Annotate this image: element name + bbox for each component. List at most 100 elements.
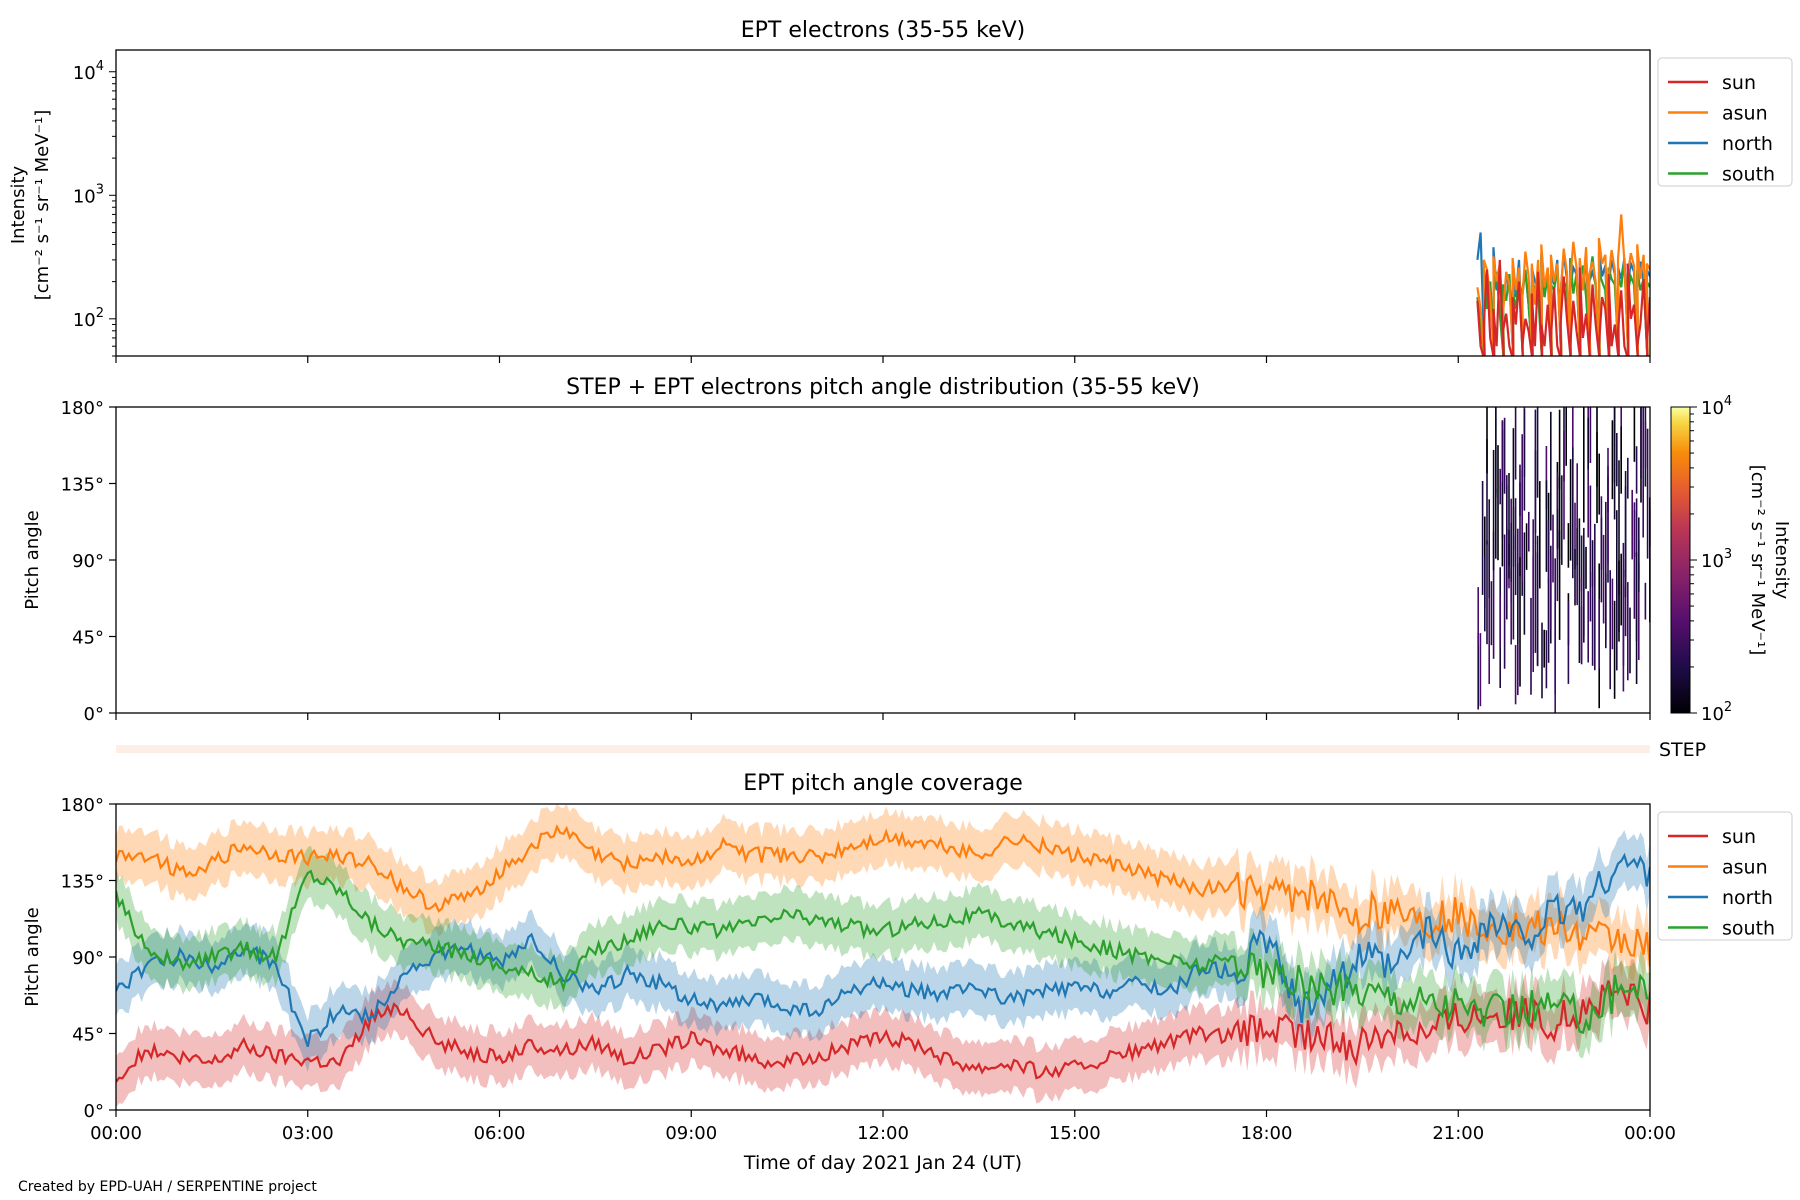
heatmap-cell: [1646, 428, 1649, 559]
heatmap-cell: [1521, 434, 1523, 486]
heatmap-cell: [1530, 597, 1532, 695]
colorbar-label-line1: Intensity: [1771, 521, 1792, 600]
heatmap-cell: [1598, 599, 1600, 669]
heatmap-cell: [1477, 587, 1479, 646]
heatmap-cell: [1598, 453, 1600, 515]
y-tick-label: 104: [73, 59, 104, 84]
heatmap-cell: [1587, 591, 1589, 663]
legend-label-north: north: [1722, 887, 1773, 909]
y-tick-label: 45°: [72, 1025, 104, 1046]
heatmap-cell: [1616, 433, 1618, 487]
heatmap-cell: [1563, 431, 1565, 540]
heatmap-cell: [1554, 558, 1556, 695]
x-tick-label: 00:00: [1624, 1123, 1676, 1144]
heatmap-cell: [1602, 534, 1605, 624]
heatmap-cell: [1510, 522, 1512, 582]
coverage-band-south: [116, 845, 1650, 1059]
heatmap-cell: [1580, 535, 1583, 592]
heatmap-cell: [1523, 409, 1526, 511]
coverage-line-south: [116, 869, 1650, 1035]
heatmap-cell: [1622, 569, 1625, 692]
heatmap-cell: [1558, 476, 1561, 560]
intensity-line-asun: [1476, 214, 1650, 356]
heatmap-cell: [1572, 407, 1574, 464]
intensity-line-sun: [1476, 259, 1650, 356]
heatmap-cell: [1587, 417, 1589, 470]
intensity-ylabel-line2: [cm⁻² s⁻¹ sr⁻¹ MeV⁻¹]: [32, 110, 53, 301]
pitch-coverage-ylabel: Pitch angle: [22, 907, 43, 1006]
y-tick-label: 90°: [72, 551, 104, 572]
heatmap-cell: [1532, 519, 1534, 672]
x-tick-label: 09:00: [665, 1123, 717, 1144]
heatmap-cell: [1521, 485, 1523, 582]
x-tick-label: 21:00: [1432, 1123, 1484, 1144]
heatmap-cell: [1574, 549, 1576, 606]
y-tick-label: 135°: [61, 872, 104, 893]
heatmap-cell: [1605, 501, 1607, 640]
heatmap-cell: [1552, 514, 1554, 583]
heatmap-cell: [1613, 600, 1616, 699]
heatmap-cell: [1631, 489, 1633, 560]
heatmap-cell: [1503, 534, 1506, 669]
heatmap-cell: [1561, 475, 1563, 565]
pitch-distribution-y-ticks: 0° 45° 90° 135° 180°: [61, 398, 116, 725]
colorbar-ticks: 102 103 104: [1690, 394, 1732, 725]
legend-label-south: south: [1722, 918, 1775, 940]
heatmap-cell: [1486, 540, 1488, 645]
coverage-line-sun: [116, 980, 1650, 1083]
heatmap-cell: [1547, 520, 1550, 584]
heatmap-cell: [1578, 518, 1581, 663]
pitch-coverage-legend: sun asun north south: [1657, 811, 1793, 941]
x-tick-label: 18:00: [1241, 1123, 1293, 1144]
heatmap-cell: [1514, 407, 1517, 480]
heatmap-cell: [1583, 407, 1585, 523]
colorbar-label-line2: [cm⁻² s⁻¹ sr⁻¹ MeV⁻¹]: [1747, 465, 1768, 656]
intensity-panel: EPT electrons (35-55 keV) 102 103 104 Inte…: [8, 18, 1793, 363]
heatmap-cell: [1574, 502, 1576, 570]
y-tick-label: 45°: [72, 628, 104, 649]
heatmap-cell: [1488, 499, 1490, 598]
coverage-line-north: [116, 852, 1650, 1048]
pitch-coverage-plot-frame: [115, 803, 1651, 1111]
pitch-distribution-x-ticks: [115, 713, 1651, 720]
heatmap-cell: [1512, 428, 1515, 550]
heatmap-cell: [1642, 407, 1644, 538]
heatmap-cell: [1589, 407, 1592, 463]
y-tick-label: 0°: [84, 704, 104, 725]
heatmap-cell: [1620, 553, 1622, 626]
heatmap-cell: [1512, 535, 1515, 640]
coverage-band-north: [116, 830, 1650, 1073]
intensity-x-ticks: [115, 356, 1651, 363]
pitch-coverage-series: [116, 804, 1650, 1108]
heatmap-cell: [1629, 607, 1631, 674]
legend-box: [1657, 811, 1793, 941]
step-band: STEP: [116, 739, 1706, 761]
pitch-coverage-panel: EPT pitch angle coverage 0° 45° 90° 135° 180…: [22, 771, 1793, 1174]
heatmap-cell: [1569, 459, 1572, 561]
intensity-ylabel-line1: Intensity: [8, 165, 29, 244]
x-tick-label: 03:00: [282, 1123, 334, 1144]
heatmap-cell: [1528, 511, 1530, 552]
x-tick-label: 12:00: [857, 1123, 909, 1144]
heatmap-cell: [1541, 622, 1543, 699]
heatmap-cell: [1576, 528, 1578, 566]
heatmap-cell: [1514, 498, 1517, 596]
intensity-y-ticks: 102 103 104: [73, 59, 116, 357]
heatmap-cell: [1607, 447, 1609, 564]
heatmap-cell: [1495, 407, 1497, 494]
y-tick-label: 135°: [61, 475, 104, 496]
heatmap-cell: [1596, 432, 1598, 524]
legend-label-sun: sun: [1722, 72, 1756, 94]
heatmap-cell: [1640, 407, 1642, 479]
heatmap-cell: [1558, 530, 1561, 640]
heatmap-cell: [1605, 573, 1607, 649]
colorbar-tick-label: 103: [1701, 547, 1732, 572]
y-tick-label: 90°: [72, 948, 104, 969]
heatmap-cell: [1506, 485, 1508, 620]
legend-label-south: south: [1722, 164, 1775, 186]
legend-label-north: north: [1722, 133, 1773, 155]
x-axis-label: Time of day 2021 Jan 24 (UT): [743, 1152, 1022, 1174]
heatmap-cell: [1624, 471, 1627, 598]
footer-credit: Created by EPD-UAH / SERPENTINE project: [18, 1179, 317, 1195]
heatmap-cell: [1633, 502, 1636, 619]
